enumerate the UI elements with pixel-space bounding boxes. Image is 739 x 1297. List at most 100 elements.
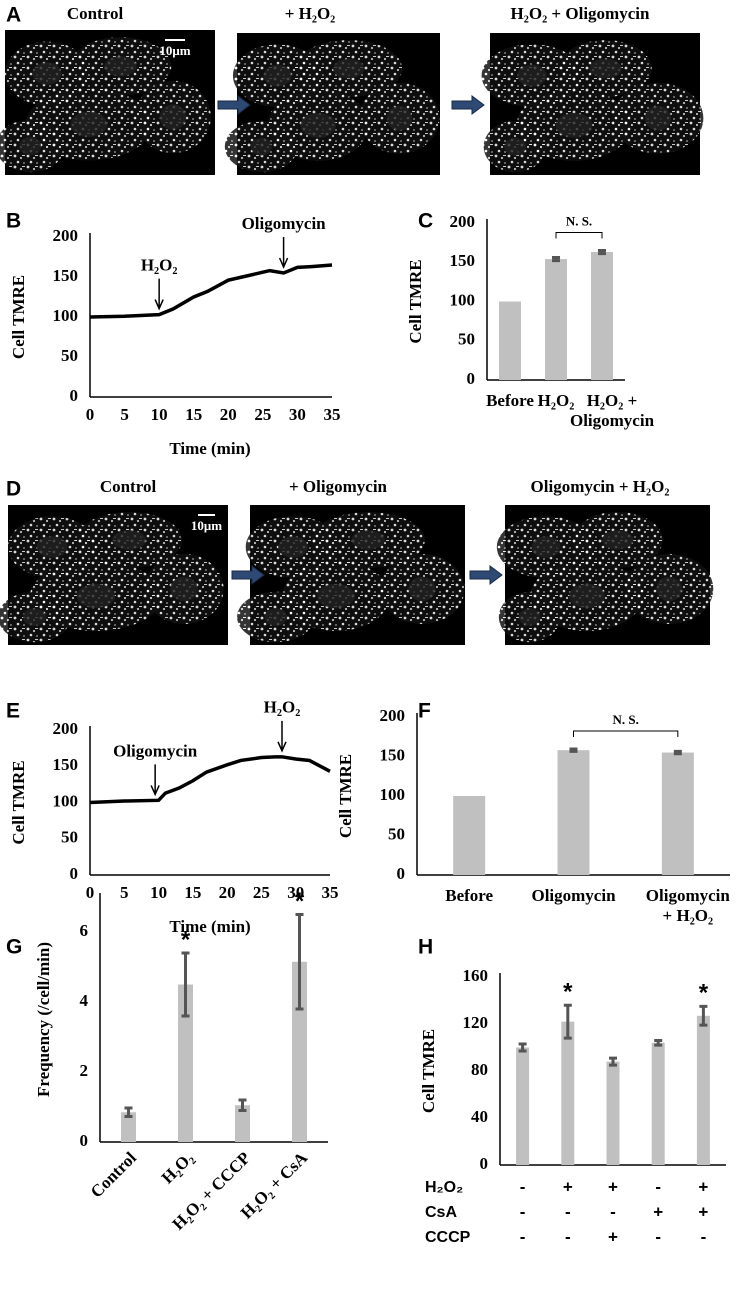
panel-letter: E (6, 700, 20, 723)
image-caption: Control (100, 477, 157, 496)
x-tick-label: 5 (120, 883, 129, 902)
error-bar (598, 248, 606, 256)
significance-label: N. S. (566, 213, 592, 228)
bar (516, 1047, 530, 1165)
annotation: H₂O₂ (264, 698, 301, 717)
error-bar (673, 749, 682, 756)
y-axis-label: Cell TMRE (9, 760, 28, 844)
x-axis-label: Time (min) (169, 439, 250, 458)
bar (696, 1015, 710, 1165)
y-tick-label: 100 (380, 785, 406, 804)
nucleus (19, 136, 42, 156)
condition-label: CCCP (425, 1229, 471, 1246)
x-tick-label: 35 (324, 405, 341, 424)
significance-marker: * (181, 926, 191, 953)
nucleus (32, 62, 62, 85)
y-axis-label: Cell TMRE (336, 754, 355, 838)
bar (591, 252, 613, 380)
condition-label: H₂O₂ (425, 1179, 463, 1196)
y-tick-label: 0 (480, 1154, 489, 1173)
x-tick-label: 10 (150, 883, 167, 902)
y-tick-label: 150 (380, 745, 406, 764)
condition-mark: - (701, 1227, 707, 1246)
y-tick-label: 40 (471, 1107, 488, 1126)
x-tick-label: 25 (254, 405, 271, 424)
nucleus (531, 536, 561, 558)
y-axis-label: Cell TMRE (9, 275, 28, 359)
y-tick-label: 0 (80, 1131, 89, 1150)
image-caption: Oligomycin + H₂O₂ (531, 477, 670, 496)
error-bar (124, 1106, 133, 1118)
error-bar (569, 747, 578, 753)
x-tick-label: Oligomycin (570, 411, 655, 430)
y-tick-label: 150 (53, 755, 79, 774)
condition-mark: - (655, 1177, 661, 1196)
bar (557, 750, 590, 875)
nucleus (408, 576, 436, 602)
x-tick-label: + H₂O₂ (663, 906, 714, 925)
condition-mark: - (520, 1177, 526, 1196)
y-tick-label: 160 (463, 966, 489, 985)
panel-letter: G (6, 936, 22, 959)
bar (499, 301, 521, 380)
bar (661, 752, 694, 875)
significance-bracket (555, 231, 603, 239)
x-tick-label: Oligomycin (531, 886, 616, 905)
image-caption: Control (67, 4, 124, 23)
bar (561, 1021, 575, 1165)
nucleus (317, 583, 355, 609)
panel-letter: B (6, 210, 21, 233)
bar (453, 796, 486, 875)
nucleus (601, 530, 634, 550)
nucleus (159, 104, 187, 130)
y-tick-label: 100 (450, 290, 476, 309)
image-caption: H₂O₂ + Oligomycin (511, 4, 650, 23)
nucleus (104, 56, 137, 77)
y-tick-label: 200 (380, 706, 406, 725)
x-tick-label: 35 (322, 883, 339, 902)
condition-mark: - (655, 1227, 661, 1246)
scale-bar-label: 10μm (159, 43, 190, 58)
error-bar (654, 1038, 663, 1047)
condition-mark: + (653, 1202, 663, 1221)
nucleus (36, 536, 68, 558)
x-tick-label: 15 (185, 405, 202, 424)
condition-mark: - (520, 1202, 526, 1221)
nucleus (656, 576, 682, 602)
x-tick-label: 10 (151, 405, 168, 424)
x-tick-label: Oligomycin (646, 886, 731, 905)
y-tick-label: 100 (53, 791, 79, 810)
x-tick-label: 30 (289, 405, 306, 424)
x-tick-label: Before (445, 886, 493, 905)
arrow (469, 565, 503, 585)
bar (178, 984, 193, 1142)
error-bar (238, 1098, 247, 1112)
significance-bracket (573, 730, 679, 737)
annotation: H₂O₂ (141, 256, 178, 275)
error-bar (563, 1003, 572, 1040)
annotation-arrow (277, 720, 287, 753)
nucleus (518, 608, 541, 626)
condition-label: CsA (425, 1204, 457, 1221)
y-axis-label: Cell TMRE (419, 1029, 438, 1113)
nucleus (250, 137, 273, 156)
y-axis-label: Cell TMRE (406, 259, 425, 343)
panel-letter: A (6, 4, 21, 27)
line (89, 263, 333, 319)
arrow (231, 565, 265, 585)
y-tick-label: 0 (467, 369, 476, 388)
scale-bar-label: 10μm (191, 518, 222, 533)
nucleus (644, 105, 672, 131)
bar (235, 1105, 250, 1142)
y-tick-label: 4 (80, 991, 89, 1010)
condition-mark: + (608, 1177, 618, 1196)
nucleus (517, 64, 547, 87)
nucleus (333, 58, 365, 79)
nucleus (569, 583, 605, 609)
condition-mark: + (608, 1227, 618, 1246)
y-tick-label: 150 (450, 251, 476, 270)
x-axis-label: Time (min) (169, 917, 250, 936)
annotation-arrow (150, 764, 160, 797)
x-tick-label: 5 (120, 405, 129, 424)
y-tick-label: 150 (53, 266, 79, 285)
